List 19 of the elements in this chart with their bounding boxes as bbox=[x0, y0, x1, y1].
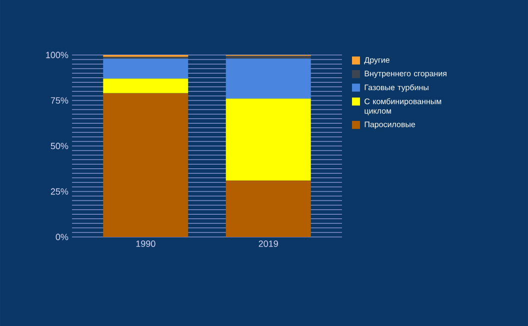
x-tick-label: 2019 bbox=[258, 240, 278, 247]
y-tick-label: 100% bbox=[46, 52, 68, 58]
y-tick-label: 0% bbox=[56, 234, 68, 240]
legend-label: Газовые турбины bbox=[364, 84, 428, 92]
y-tick-label: 25% bbox=[50, 188, 68, 195]
x-tick-label: 1990 bbox=[136, 240, 156, 247]
bar bbox=[103, 78, 188, 94]
y-tick-label: 75% bbox=[50, 97, 68, 104]
bar bbox=[226, 180, 311, 237]
bar bbox=[103, 93, 188, 237]
bar bbox=[226, 58, 311, 99]
legend-label: Внутреннего сгорания bbox=[364, 70, 446, 78]
bar bbox=[226, 98, 311, 181]
bar bbox=[226, 56, 311, 59]
y-tick-label: 50% bbox=[50, 142, 68, 150]
legend-label: Паросиловые bbox=[364, 122, 416, 129]
bar bbox=[103, 58, 188, 79]
legend-label: Другие bbox=[364, 57, 390, 64]
legend-label: С комбинированным циклом bbox=[364, 98, 442, 116]
